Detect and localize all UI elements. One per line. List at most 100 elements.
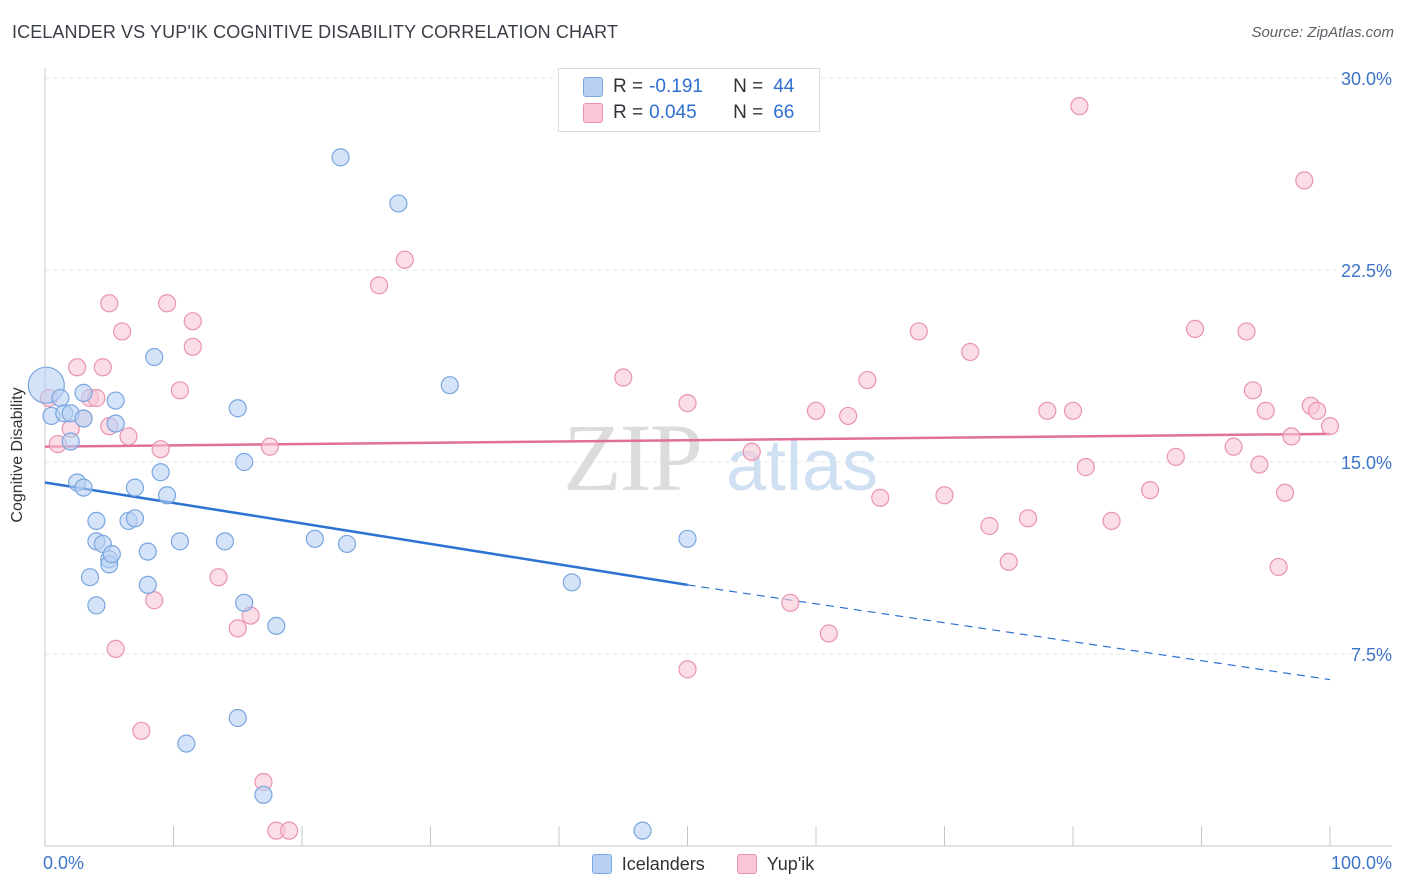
watermark: ZIP atlas <box>563 404 878 511</box>
yupik-point <box>132 721 151 740</box>
yupik-point <box>1237 322 1256 341</box>
yupik-point <box>260 437 279 456</box>
icelanders-point <box>51 388 70 408</box>
x-tick-label-max: 100.0% <box>1331 853 1392 873</box>
yupik-point <box>183 312 202 331</box>
yupik-swatch <box>736 854 757 874</box>
yupik-point <box>1250 455 1269 474</box>
icelanders-point <box>235 593 254 612</box>
yupik-point <box>781 593 800 612</box>
x-tick-labels: 0.0% 100.0% <box>43 853 1392 873</box>
icelanders-point <box>389 194 408 213</box>
yupik-point <box>1308 401 1327 420</box>
yupik-point <box>961 342 980 362</box>
n-value: 44 <box>773 76 795 97</box>
yupik-point <box>106 639 125 658</box>
icelanders-point <box>337 534 357 554</box>
trendlines <box>44 432 1331 681</box>
yupik-point <box>1320 417 1340 436</box>
yupik-point <box>1224 437 1243 456</box>
icelanders-point <box>177 734 196 753</box>
yupik-point <box>1275 483 1295 502</box>
yupik-point <box>1038 401 1057 420</box>
yupik-point <box>1140 481 1160 500</box>
yupik-point <box>839 406 858 426</box>
yupik-swatch <box>583 103 603 123</box>
y-tick-label: 30.0% <box>1341 69 1392 89</box>
icelanders-point <box>254 785 273 804</box>
icelanders-swatch <box>591 854 612 874</box>
yupik-point <box>209 568 228 587</box>
r-value: -0.191 <box>649 76 703 97</box>
y-tick-labels: 7.5% 15.0% 22.5% 30.0% <box>1341 69 1392 665</box>
yupik-point <box>1070 97 1089 116</box>
icelanders-point <box>145 347 164 367</box>
n-label: N = <box>733 102 764 123</box>
yupik-point <box>935 486 954 505</box>
yupik-point <box>858 370 877 390</box>
yupik-point <box>980 516 999 536</box>
icelanders-point <box>157 486 177 505</box>
source-credit: Source: ZipAtlas.com <box>1251 24 1394 41</box>
yupik-point <box>909 322 928 341</box>
icelanders-point <box>138 542 157 561</box>
data-points <box>27 86 1340 840</box>
yupik-point <box>157 294 177 313</box>
n-label: N = <box>733 76 764 97</box>
yupik-point <box>1269 557 1288 577</box>
chart-title: ICELANDER VS YUP'IK COGNITIVE DISABILITY… <box>12 22 619 42</box>
icelanders-point <box>106 414 125 433</box>
yupik-point <box>678 660 697 679</box>
yupik-point <box>1256 401 1275 420</box>
legend-label-yupik: Yup'ik <box>766 853 815 874</box>
icelanders-point <box>106 391 125 410</box>
icelanders-point <box>215 532 234 551</box>
yupik-point <box>1018 509 1038 528</box>
icelanders-point <box>125 478 145 497</box>
yupik-point <box>1166 447 1185 466</box>
watermark-zip: ZIP <box>563 404 701 511</box>
icelanders-point <box>562 573 581 592</box>
yupik-point <box>1282 427 1301 446</box>
icelanders-point <box>74 478 93 497</box>
yupik-point <box>678 394 697 413</box>
legend-item-icelanders[interactable]: Icelanders <box>591 853 705 875</box>
icelanders-point <box>151 463 170 482</box>
y-tick-label: 7.5% <box>1351 645 1392 665</box>
y-tick-label: 22.5% <box>1341 261 1392 281</box>
yupik-point <box>100 294 119 313</box>
icelanders-point <box>305 529 324 548</box>
legend-label-icelanders: Icelanders <box>621 853 705 874</box>
icelanders-trendline <box>44 481 688 587</box>
icelanders-point <box>138 575 157 594</box>
yupik-point <box>119 427 138 446</box>
yupik-point <box>819 624 838 643</box>
yupik-point <box>1295 171 1314 190</box>
legend-item-yupik[interactable]: Yup'ik <box>736 853 815 875</box>
stats-legend: R = -0.191 N = 44 R = 0.045 N = 66 <box>558 68 820 132</box>
icelanders-point <box>80 568 100 587</box>
icelanders-point <box>102 545 121 564</box>
icelanders-point <box>267 616 286 635</box>
yupik-point <box>1102 511 1121 530</box>
yupik-trendline <box>44 432 1331 448</box>
yupik-point <box>151 440 170 459</box>
yupik-point <box>871 488 890 507</box>
stats-row-yupik: R = 0.045 N = 66 <box>583 101 794 125</box>
n-value: 66 <box>773 102 795 123</box>
yupik-point <box>1063 401 1083 420</box>
y-tick-label: 15.0% <box>1341 453 1392 473</box>
yupik-point <box>183 337 202 356</box>
r-label: R = <box>613 102 644 123</box>
yupik-point <box>280 821 299 840</box>
icelanders-point <box>87 596 106 615</box>
yupik-point <box>1076 458 1095 477</box>
stats-row-icelanders: R = -0.191 N = 44 <box>583 75 794 99</box>
icelanders-point <box>74 383 93 402</box>
icelanders-point <box>235 452 254 472</box>
yupik-point <box>93 358 112 377</box>
icelanders-point <box>87 511 106 530</box>
yupik-point <box>1243 381 1263 400</box>
yupik-point <box>1185 319 1205 338</box>
